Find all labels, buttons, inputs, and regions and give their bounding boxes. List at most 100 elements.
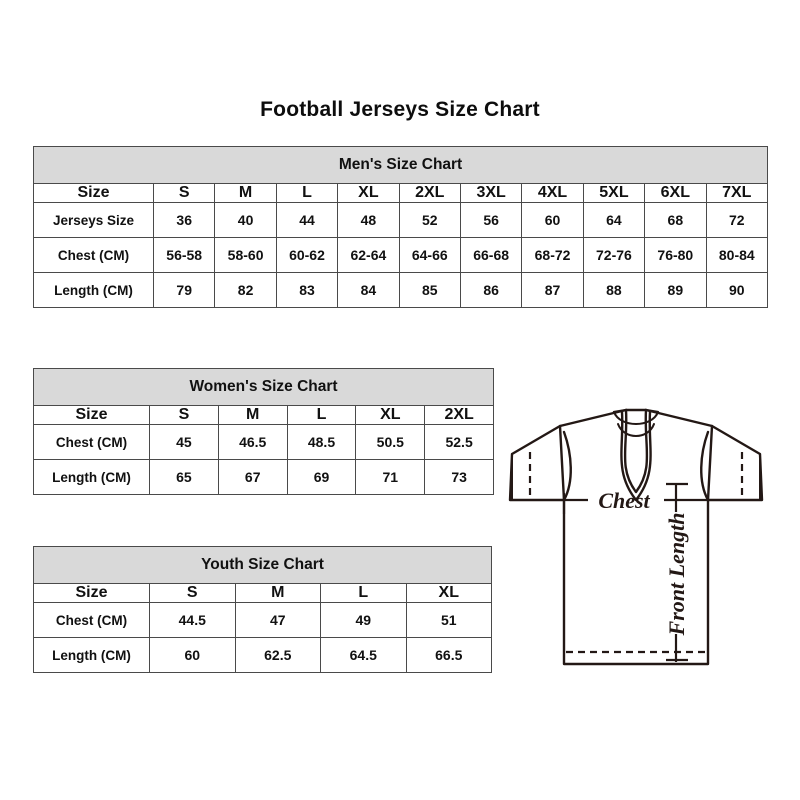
column-header: L — [286, 405, 357, 425]
table-cell: 62.5 — [234, 637, 321, 673]
column-header: 2XL — [398, 183, 461, 203]
column-header: L — [275, 183, 339, 203]
column-header: L — [320, 583, 407, 603]
table-cell: 45 — [149, 424, 219, 460]
table-cell: 48 — [337, 202, 400, 238]
table-cell: 66-68 — [459, 237, 523, 273]
table-cell: 84 — [337, 272, 400, 308]
table-cell: 52.5 — [424, 424, 495, 460]
table-header-row: Size S M L XL 2XL 3XL 4XL 5XL 6XL 7XL — [33, 183, 769, 203]
table-cell: 90 — [705, 272, 769, 308]
table-row: Chest (CM) 56-58 58-60 60-62 62-64 64-66… — [33, 237, 769, 273]
column-header: M — [234, 583, 321, 603]
column-header: 7XL — [705, 183, 769, 203]
table-cell: 73 — [424, 459, 495, 495]
table-cell: 71 — [355, 459, 426, 495]
table-cell: 65 — [149, 459, 219, 495]
left-neck-shoulder-join — [612, 408, 628, 414]
table-cell: 76-80 — [644, 237, 707, 273]
table-cell: 49 — [320, 602, 407, 638]
table-cell: 64-66 — [398, 237, 461, 273]
column-header: XL — [355, 405, 426, 425]
table-caption-row: Men's Size Chart — [32, 146, 769, 184]
row-label: Chest (CM) — [33, 602, 150, 638]
column-header: Size — [33, 583, 150, 603]
torso-outline — [562, 498, 710, 666]
table-cell: 44.5 — [149, 602, 236, 638]
table-cell: 52 — [398, 202, 461, 238]
right-neck-shoulder-join — [644, 408, 660, 414]
table-cell: 82 — [214, 272, 277, 308]
table-cell: 89 — [644, 272, 707, 308]
table-row: Length (CM) 79 82 83 84 85 86 87 88 89 9… — [33, 272, 769, 308]
youth-size-chart-table: Youth Size Chart Size S M L XL Chest (CM… — [32, 546, 493, 673]
row-label: Chest (CM) — [33, 424, 150, 460]
chest-measure-label: Chest — [598, 488, 650, 513]
table-cell: 86 — [459, 272, 523, 308]
front-length-measure-label: Front Length — [664, 513, 689, 637]
column-header: S — [152, 183, 216, 203]
table-cell: 46.5 — [217, 424, 288, 460]
column-header: 3XL — [459, 183, 523, 203]
table-cell: 50.5 — [355, 424, 426, 460]
vneck-outer-curve — [623, 408, 649, 494]
table-cell: 85 — [398, 272, 461, 308]
column-header: Size — [33, 183, 154, 203]
mens-table-caption: Men's Size Chart — [32, 146, 769, 184]
womens-size-chart-table: Women's Size Chart Size S M L XL 2XL Che… — [32, 368, 495, 495]
table-cell: 64 — [582, 202, 646, 238]
table-cell: 67 — [217, 459, 288, 495]
table-cell: 72-76 — [582, 237, 646, 273]
table-cell: 66.5 — [405, 637, 493, 673]
column-header: S — [149, 583, 236, 603]
column-header: S — [149, 405, 219, 425]
vneck-inner-curve — [620, 410, 652, 502]
column-header: M — [214, 183, 277, 203]
column-header: Size — [33, 405, 150, 425]
table-row: Jerseys Size 36 40 44 48 52 56 60 64 68 … — [33, 202, 769, 238]
table-cell: 58-60 — [214, 237, 277, 273]
table-header-row: Size S M L XL 2XL — [33, 405, 495, 425]
table-cell: 44 — [275, 202, 339, 238]
column-header: 5XL — [582, 183, 646, 203]
table-cell: 60-62 — [275, 237, 339, 273]
table-cell: 40 — [214, 202, 277, 238]
table-cell: 47 — [234, 602, 321, 638]
right-armhole-seam — [700, 430, 710, 502]
mens-size-chart-table: Men's Size Chart Size S M L XL 2XL 3XL 4… — [32, 146, 769, 308]
table-row: Length (CM) 60 62.5 64.5 66.5 — [33, 637, 493, 673]
row-label: Length (CM) — [33, 272, 154, 308]
youth-table-caption: Youth Size Chart — [32, 546, 493, 584]
row-label: Jerseys Size — [33, 202, 154, 238]
table-row: Length (CM) 65 67 69 71 73 — [33, 459, 495, 495]
table-row: Chest (CM) 44.5 47 49 51 — [33, 602, 493, 638]
column-header: M — [217, 405, 288, 425]
table-cell: 64.5 — [320, 637, 407, 673]
column-header: XL — [337, 183, 400, 203]
row-label: Chest (CM) — [33, 237, 154, 273]
table-cell: 79 — [152, 272, 216, 308]
collar-arc-lower — [617, 423, 655, 437]
column-header: 4XL — [521, 183, 584, 203]
column-header: XL — [405, 583, 493, 603]
table-cell: 60 — [521, 202, 584, 238]
column-header: 2XL — [424, 405, 495, 425]
table-header-row: Size S M L XL — [33, 583, 493, 603]
table-cell: 69 — [286, 459, 357, 495]
table-cell: 62-64 — [337, 237, 400, 273]
row-label: Length (CM) — [33, 637, 150, 673]
table-cell: 36 — [152, 202, 216, 238]
column-header: 6XL — [644, 183, 707, 203]
table-cell: 72 — [705, 202, 769, 238]
table-cell: 83 — [275, 272, 339, 308]
left-armhole-seam — [562, 430, 572, 502]
left-body-side — [558, 424, 566, 502]
jersey-measurement-diagram: Chest Front Length — [496, 394, 776, 684]
row-label: Length (CM) — [33, 459, 150, 495]
table-cell: 51 — [405, 602, 493, 638]
table-cell: 56-58 — [152, 237, 216, 273]
table-cell: 68 — [644, 202, 707, 238]
table-cell: 80-84 — [705, 237, 769, 273]
table-caption-row: Youth Size Chart — [32, 546, 493, 584]
collar-arc-upper — [613, 411, 659, 425]
